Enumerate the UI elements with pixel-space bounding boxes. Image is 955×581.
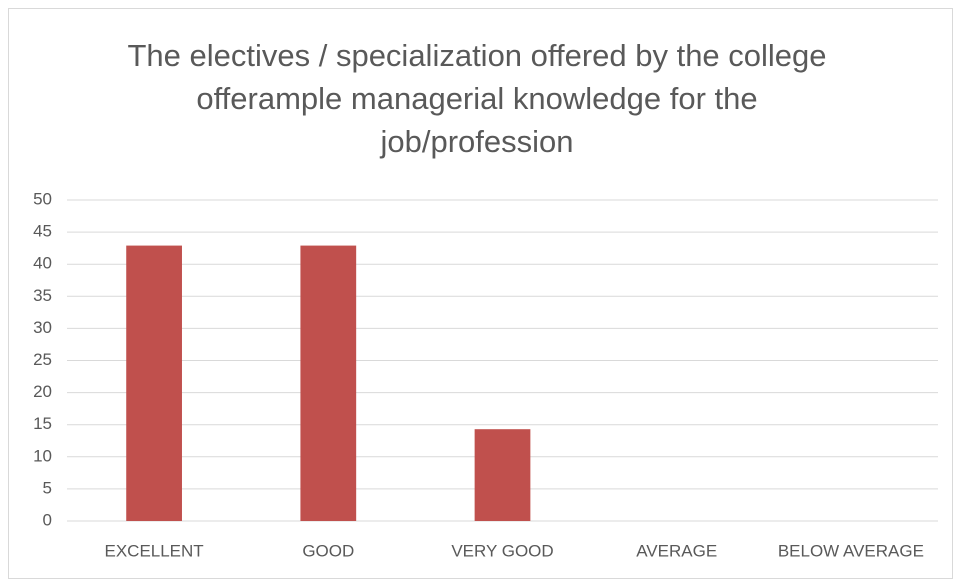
y-tick-label: 5 [43,478,52,497]
x-tick-label: AVERAGE [636,541,717,560]
y-tick-label: 35 [33,286,52,305]
y-tick-label: 50 [33,189,52,208]
y-tick-label: 0 [43,510,52,529]
y-tick-label: 40 [33,254,52,273]
x-tick-label: EXCELLENT [104,541,203,560]
x-tick-label: BELOW AVERAGE [778,541,924,560]
y-tick-label: 30 [33,318,52,337]
y-tick-label: 15 [33,414,52,433]
chart-title: The electives / specialization offered b… [127,38,827,159]
x-tick-label: VERY GOOD [451,541,553,560]
y-tick-label: 25 [33,350,52,369]
y-tick-label: 45 [33,222,52,241]
bar [126,245,182,521]
y-tick-label: 10 [33,446,52,465]
bar [474,429,531,521]
x-tick-label: GOOD [302,541,354,560]
y-tick-label: 20 [33,382,52,401]
bar [300,245,357,521]
